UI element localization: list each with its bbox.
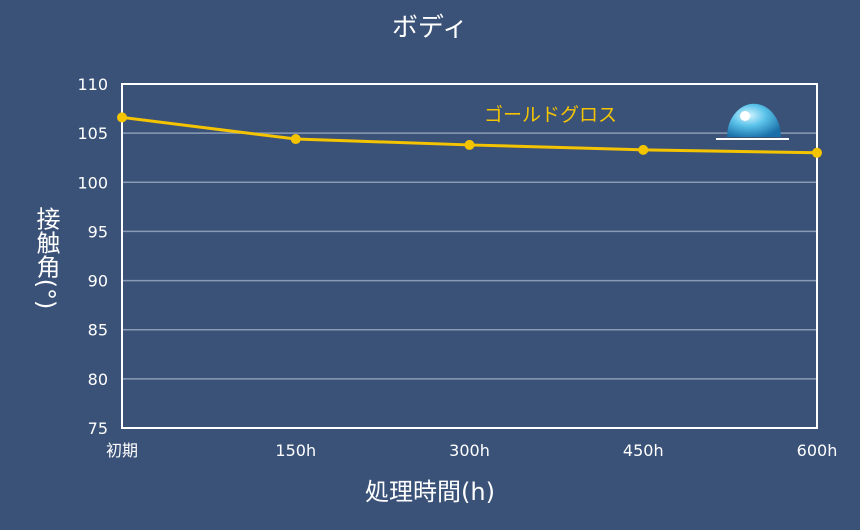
x-tick-0: 初期 (106, 441, 138, 460)
x-tick-2: 300h (449, 441, 490, 460)
x-tick-3: 450h (623, 441, 664, 460)
data-point-2 (464, 139, 475, 150)
y-tick-90: 90 (88, 272, 108, 291)
x-tick-4: 600h (797, 441, 838, 460)
x-tick-1: 150h (275, 441, 316, 460)
gridlines (122, 132, 817, 380)
y-axis-title: 接触角(°) (32, 207, 60, 310)
y-tick-labels: 75 80 85 90 95 100 105 110 (77, 75, 108, 438)
chart-title: ボディ (392, 13, 468, 43)
y-tick-80: 80 (88, 370, 108, 389)
x-tick-labels: 初期 150h 300h 450h 600h (106, 441, 837, 460)
data-point-0 (117, 112, 127, 123)
y-tick-95: 95 (88, 222, 108, 241)
data-point-3 (638, 144, 649, 155)
y-tick-85: 85 (88, 321, 108, 340)
data-point-4 (812, 147, 822, 158)
y-tick-100: 100 (77, 173, 108, 192)
y-tick-105: 105 (77, 124, 108, 143)
plot-frame (121, 83, 818, 429)
data-point-1 (290, 134, 301, 145)
y-tick-110: 110 (77, 75, 108, 94)
series-label: ゴールドグロス (484, 104, 617, 126)
series-points (117, 112, 822, 158)
x-axis-title: 処理時間(h) (365, 478, 495, 506)
water-droplet-icon (716, 103, 789, 140)
y-tick-75: 75 (88, 419, 108, 438)
